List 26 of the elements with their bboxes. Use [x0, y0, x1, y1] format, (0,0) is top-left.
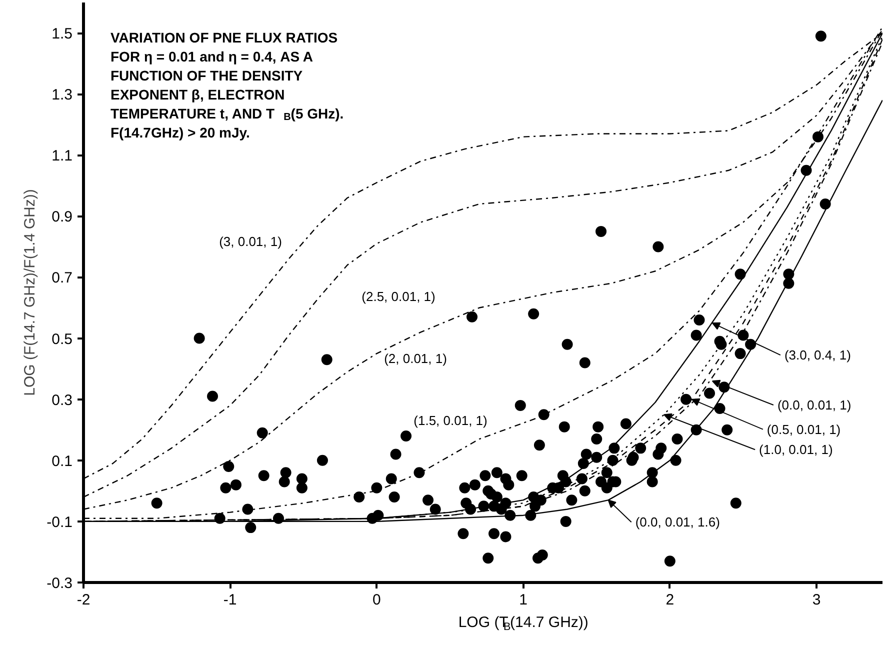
x-tick-label: 0 [372, 592, 381, 608]
y-tick-label: -0.3 [46, 575, 73, 592]
annotation: (1.0, 0.01, 1) [759, 442, 833, 458]
annotation: (2.5, 0.01, 1) [362, 289, 436, 304]
y-tick-label: 0.9 [52, 208, 73, 226]
y-tick-label: 0.1 [52, 452, 73, 470]
y-tick-label: 1.3 [52, 86, 73, 104]
y-tick-label: 1.5 [52, 26, 73, 43]
x-tick-label: -2 [76, 592, 90, 608]
x-tick-label: 2 [666, 592, 674, 608]
x-tick-label: 1 [519, 592, 528, 608]
y-tick-label: 0.7 [52, 270, 73, 287]
x-tick-label: -1 [223, 592, 237, 608]
y-tick-label: 0.5 [52, 330, 73, 348]
annotation: (2, 0.01, 1) [384, 351, 447, 366]
annotation: (0.5, 0.01, 1) [766, 422, 841, 437]
annotation: (0.0, 0.01, 1) [777, 398, 852, 413]
y-tick-label: 0.3 [52, 392, 73, 409]
annotation: (3.0, 0.4, 1) [784, 348, 851, 363]
annotation: (3, 0.01, 1) [219, 234, 282, 249]
y-tick-label: 1.1 [52, 148, 73, 165]
annotation: (0.0, 0.01, 1.6) [635, 514, 720, 530]
y-tick-label: -0.1 [46, 514, 73, 531]
y-axis-title: LOG (F(14.7 GHz)/F(1.4 GHz)) [22, 189, 39, 396]
annotation: (1.5, 0.01, 1) [414, 413, 488, 428]
x-tick-label: 3 [812, 592, 821, 608]
